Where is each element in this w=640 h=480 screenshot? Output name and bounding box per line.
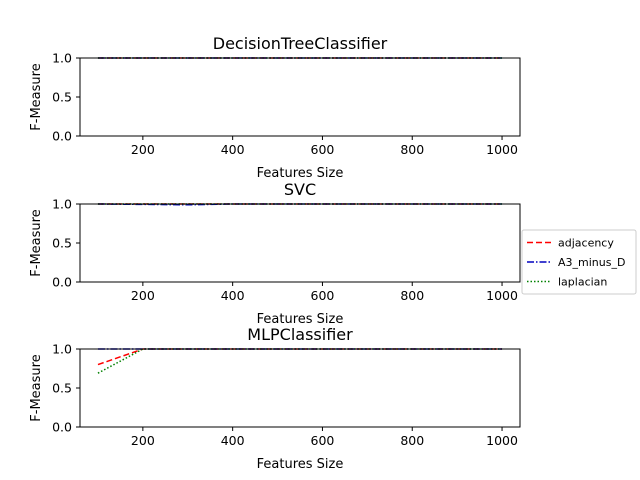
x-tick-label: 800 [400,433,424,448]
y-tick-label: 0.5 [52,381,72,396]
y-axis-label: F-Measure [29,209,44,276]
y-tick-label: 0.0 [52,129,72,144]
x-tick-label: 600 [311,142,335,157]
legend-label-laplacian: laplacian [558,276,607,289]
x-tick-label: 200 [131,433,155,448]
x-tick-label: 1000 [486,288,518,303]
y-tick-label: 1.0 [52,197,72,212]
y-tick-label: 0.0 [52,420,72,435]
x-tick-label: 200 [131,142,155,157]
subplot-2: 200 400 600 800 1000 0.0 0.5 1.0 SVC Features Siz… [29,180,521,327]
x-axis-label: Features Size [257,457,344,472]
y-tick-label: 1.0 [52,342,72,357]
x-axis-label: Features Size [257,312,344,327]
x-tick-label: 400 [221,288,245,303]
y-tick-label: 0.0 [52,275,72,290]
x-tick-label: 400 [221,433,245,448]
chart-title: SVC [284,180,316,199]
chart-title: DecisionTreeClassifier [213,34,388,53]
x-tick-label: 600 [311,433,335,448]
x-tick-label: 1000 [486,142,518,157]
chart-title: MLPClassifier [247,325,353,344]
y-axis-label: F-Measure [29,354,44,421]
y-tick-label: 1.0 [52,51,72,66]
x-axis-label: Features Size [257,166,344,181]
x-tick-label: 800 [400,142,424,157]
legend-label-adjacency: adjacency [558,237,614,250]
subplots: 200 400 600 800 1000 0.0 0.5 1.0 DecisionTreeCla… [29,34,521,472]
y-tick-label: 0.5 [52,90,72,105]
legend: adjacency A3_minus_D laplacian [521,229,637,295]
x-tick-label: 1000 [486,433,518,448]
subplot-1: 200 400 600 800 1000 0.0 0.5 1.0 DecisionTreeCla… [29,34,521,181]
x-tick-label: 600 [311,288,335,303]
legend-box [521,229,637,295]
x-tick-label: 800 [400,288,424,303]
x-tick-label: 200 [131,288,155,303]
legend-label-A3_minus_D: A3_minus_D [558,256,625,269]
x-tick-label: 400 [221,142,245,157]
y-tick-label: 0.5 [52,236,72,251]
subplot-3: 200 400 600 800 1000 0.0 0.5 1.0 MLPClassifier Fe… [29,325,521,472]
y-axis-label: F-Measure [29,63,44,130]
